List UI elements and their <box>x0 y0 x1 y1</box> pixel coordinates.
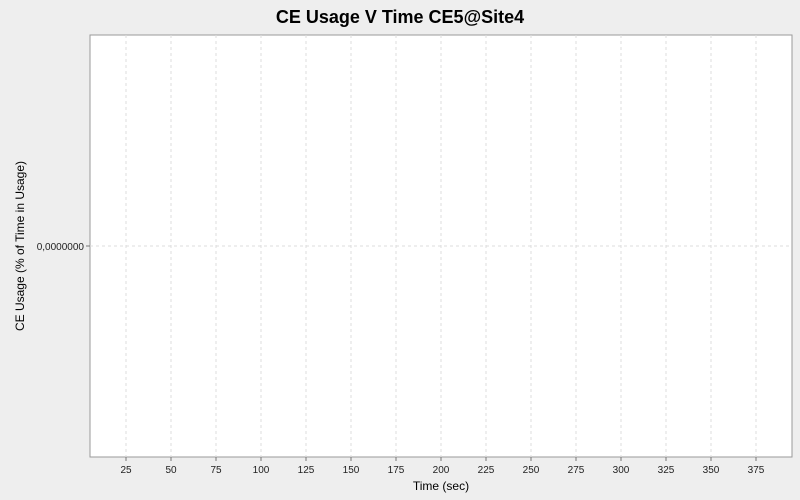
x-tick-label: 150 <box>343 465 360 476</box>
x-tick-label: 125 <box>298 465 315 476</box>
x-axis-label: Time (sec) <box>413 479 469 493</box>
x-tick-label: 300 <box>613 465 630 476</box>
x-tick-label: 200 <box>433 465 450 476</box>
x-tick-label: 50 <box>165 465 177 476</box>
x-tick-label: 350 <box>703 465 720 476</box>
chart-title: CE Usage V Time CE5@Site4 <box>275 7 525 27</box>
x-tick-label: 75 <box>210 465 222 476</box>
y-axis-label: CE Usage (% of Time in Usage) <box>13 161 27 331</box>
y-axis-ticks: 0,0000000 <box>37 242 90 253</box>
x-tick-label: 25 <box>120 465 132 476</box>
x-tick-label: 325 <box>658 465 675 476</box>
y-tick-label: 0,0000000 <box>37 242 85 253</box>
x-tick-label: 250 <box>523 465 540 476</box>
x-axis-ticks: 25 50 75 100 125 150 175 200 225 250 275 300 325 350 3… <box>120 457 765 476</box>
x-tick-label: 275 <box>568 465 585 476</box>
x-tick-label: 100 <box>253 465 270 476</box>
x-tick-label: 375 <box>748 465 765 476</box>
x-tick-label: 225 <box>478 465 495 476</box>
x-tick-label: 175 <box>388 465 405 476</box>
grid-layer <box>90 35 792 457</box>
